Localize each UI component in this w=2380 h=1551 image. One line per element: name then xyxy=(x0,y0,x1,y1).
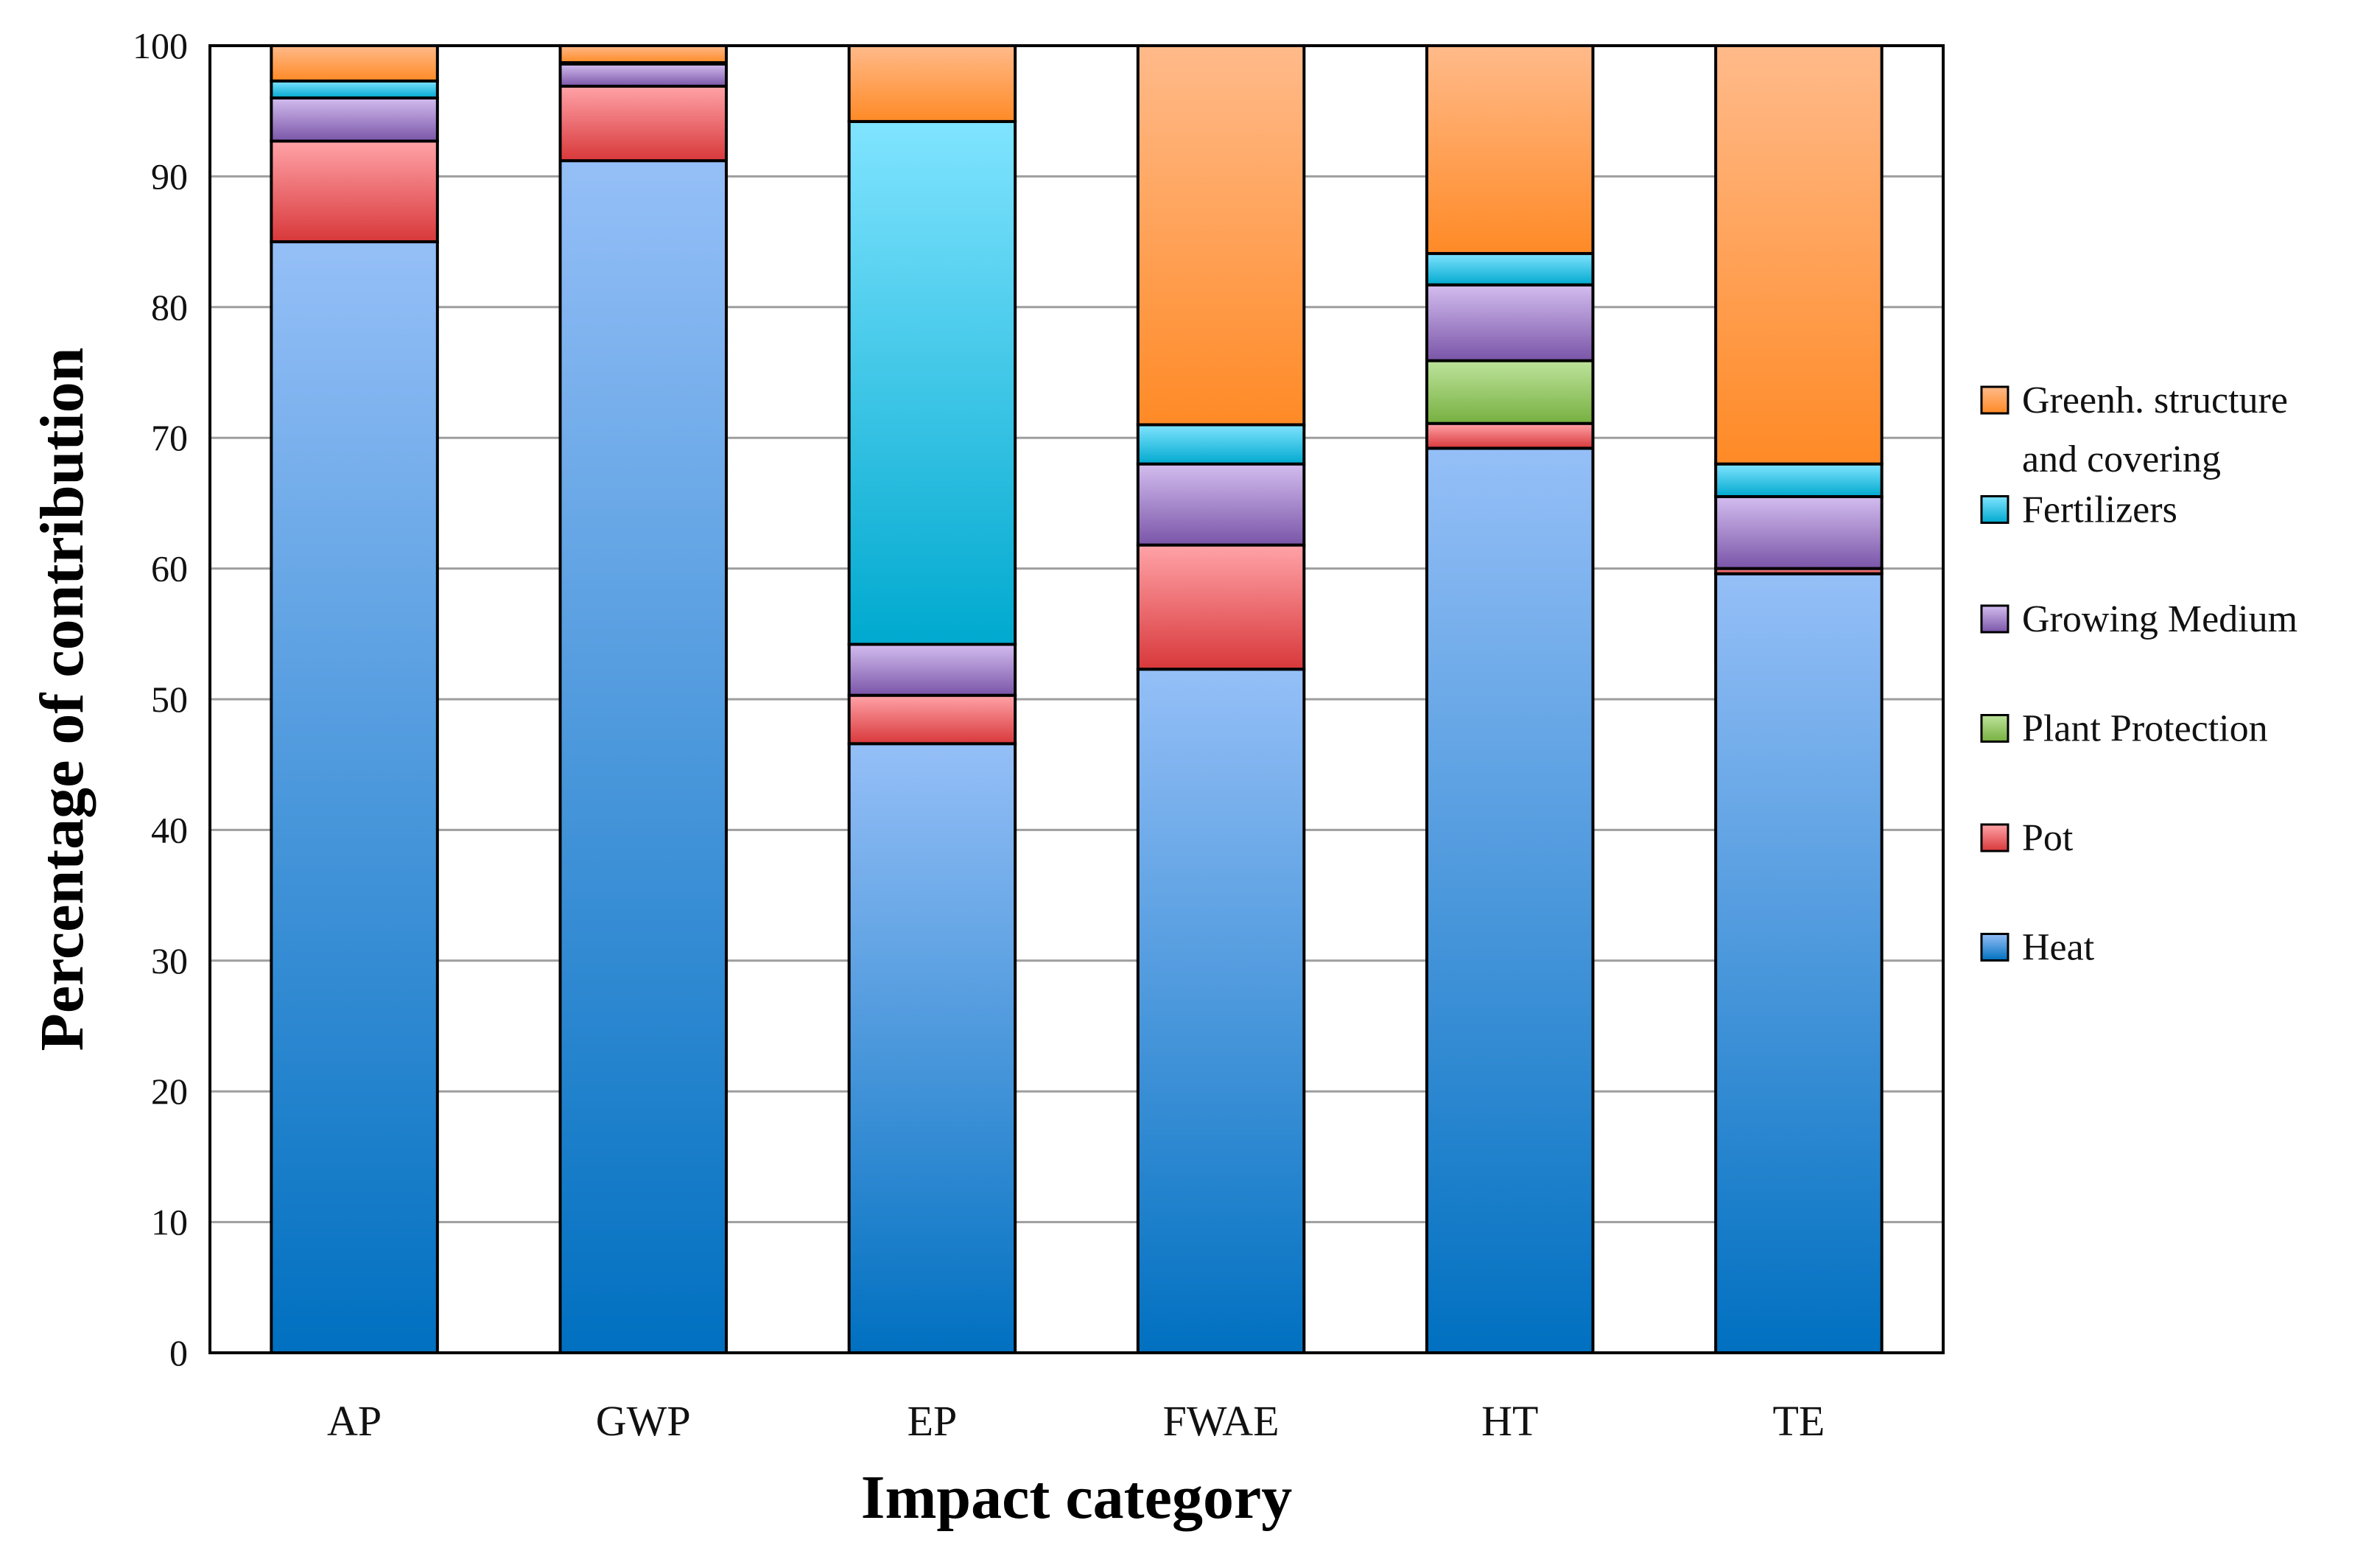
legend-label: Greenh. structure and covering xyxy=(2022,379,2288,480)
x-category-label: FWAE xyxy=(1163,1397,1279,1445)
x-category-labels: AP GWP EP FWAE HT TE xyxy=(327,1397,1825,1445)
bar-fwae-growing-medium xyxy=(1136,462,1306,547)
y-tick-label: 50 xyxy=(151,679,188,720)
legend-item-fertilizers: Fertilizers xyxy=(1980,489,2177,531)
bar-fwae-heat xyxy=(1136,668,1306,1354)
bar-te-greenh-structure-and-covering xyxy=(1714,44,1884,466)
y-axis-title: Percentage of contribution xyxy=(28,348,96,1051)
plot-frame xyxy=(208,44,1945,1354)
gridlines xyxy=(210,175,1943,1224)
bar-te-fertilizers xyxy=(1714,462,1884,499)
legend-swatch xyxy=(1980,933,2009,962)
bar-group-gwp xyxy=(558,44,728,1354)
bar-gwp-greenh-structure-and-covering xyxy=(558,44,728,65)
x-category-label: HT xyxy=(1481,1397,1538,1445)
legend-label: Fertilizers xyxy=(2022,489,2177,531)
legend-item-heat: Heat xyxy=(1980,927,2095,969)
bar-ht-growing-medium xyxy=(1425,283,1595,363)
bar-ht-plant-protection xyxy=(1425,359,1595,425)
bar-fwae-greenh-structure-and-covering xyxy=(1136,44,1306,427)
bar-ht-greenh-structure-and-covering xyxy=(1425,44,1595,256)
bar-ep-fertilizers xyxy=(847,119,1017,646)
legend-item-greenh-structure-and-covering: Greenh. structure and covering xyxy=(1980,379,2288,480)
bar-ep-pot xyxy=(847,693,1017,746)
bar-group-ht xyxy=(1425,44,1595,1355)
bar-gwp-growing-medium xyxy=(558,62,728,88)
bar-ap-fertilizers xyxy=(270,79,439,99)
bar-te-growing-medium xyxy=(1714,495,1884,570)
y-tick-label: 70 xyxy=(151,417,188,458)
y-tick-labels: 0 10 20 30 40 50 60 70 80 90 100 xyxy=(133,25,188,1373)
legend-label: Pot xyxy=(2022,817,2074,859)
bar-group-te xyxy=(1714,44,1884,1354)
bar-gwp-pot xyxy=(558,84,728,163)
bar-ap-heat xyxy=(270,240,439,1355)
bar-ep-greenh-structure-and-covering xyxy=(847,44,1017,123)
y-tick-label: 100 xyxy=(133,25,188,66)
bar-gwp-heat xyxy=(558,159,728,1354)
x-category-label: EP xyxy=(908,1397,958,1445)
bar-ht-fertilizers xyxy=(1425,252,1595,287)
y-tick-label: 40 xyxy=(151,809,188,850)
bar-ap-pot xyxy=(270,139,439,244)
legend-swatch xyxy=(1980,823,2009,852)
y-tick-label: 10 xyxy=(151,1202,188,1243)
legend-label: Heat xyxy=(2022,927,2095,969)
bar-ht-pot xyxy=(1425,421,1595,450)
bar-ht-heat xyxy=(1425,447,1595,1355)
legend-swatch xyxy=(1980,714,2009,743)
y-tick-label: 30 xyxy=(151,940,188,981)
legend-item-pot: Pot xyxy=(1980,817,2074,859)
bar-fwae-fertilizers xyxy=(1136,423,1306,466)
x-axis-title: Impact category xyxy=(861,1463,1292,1532)
bar-ap-growing-medium xyxy=(270,96,439,143)
bar-fwae-pot xyxy=(1136,543,1306,671)
y-tick-label: 90 xyxy=(151,155,188,197)
bar-group-ap xyxy=(270,44,439,1355)
bar-group-ep xyxy=(847,44,1017,1354)
x-category-label: AP xyxy=(327,1397,382,1445)
y-tick-label: 20 xyxy=(151,1071,188,1112)
legend-label: Plant Protection xyxy=(2022,708,2268,750)
legend: Greenh. structure and covering Fertilizers… xyxy=(1980,379,2297,969)
bar-te-heat xyxy=(1714,572,1884,1354)
bar-group-fwae xyxy=(1136,44,1306,1354)
y-tick-label: 80 xyxy=(151,287,188,328)
legend-swatch xyxy=(1980,604,2009,634)
legend-item-growing-medium: Growing Medium xyxy=(1980,598,2297,640)
legend-label: Growing Medium xyxy=(2022,598,2297,640)
legend-item-plant-protection: Plant Protection xyxy=(1980,708,2268,750)
y-tick-label: 0 xyxy=(169,1332,188,1373)
x-category-label: GWP xyxy=(596,1397,691,1445)
legend-swatch xyxy=(1980,385,2009,415)
x-category-label: TE xyxy=(1772,1397,1825,1445)
bar-ep-growing-medium xyxy=(847,643,1017,697)
legend-swatch xyxy=(1980,495,2009,524)
bar-ep-heat xyxy=(847,742,1017,1354)
bar-ap-greenh-structure-and-covering xyxy=(270,44,439,83)
y-tick-label: 60 xyxy=(151,548,188,589)
